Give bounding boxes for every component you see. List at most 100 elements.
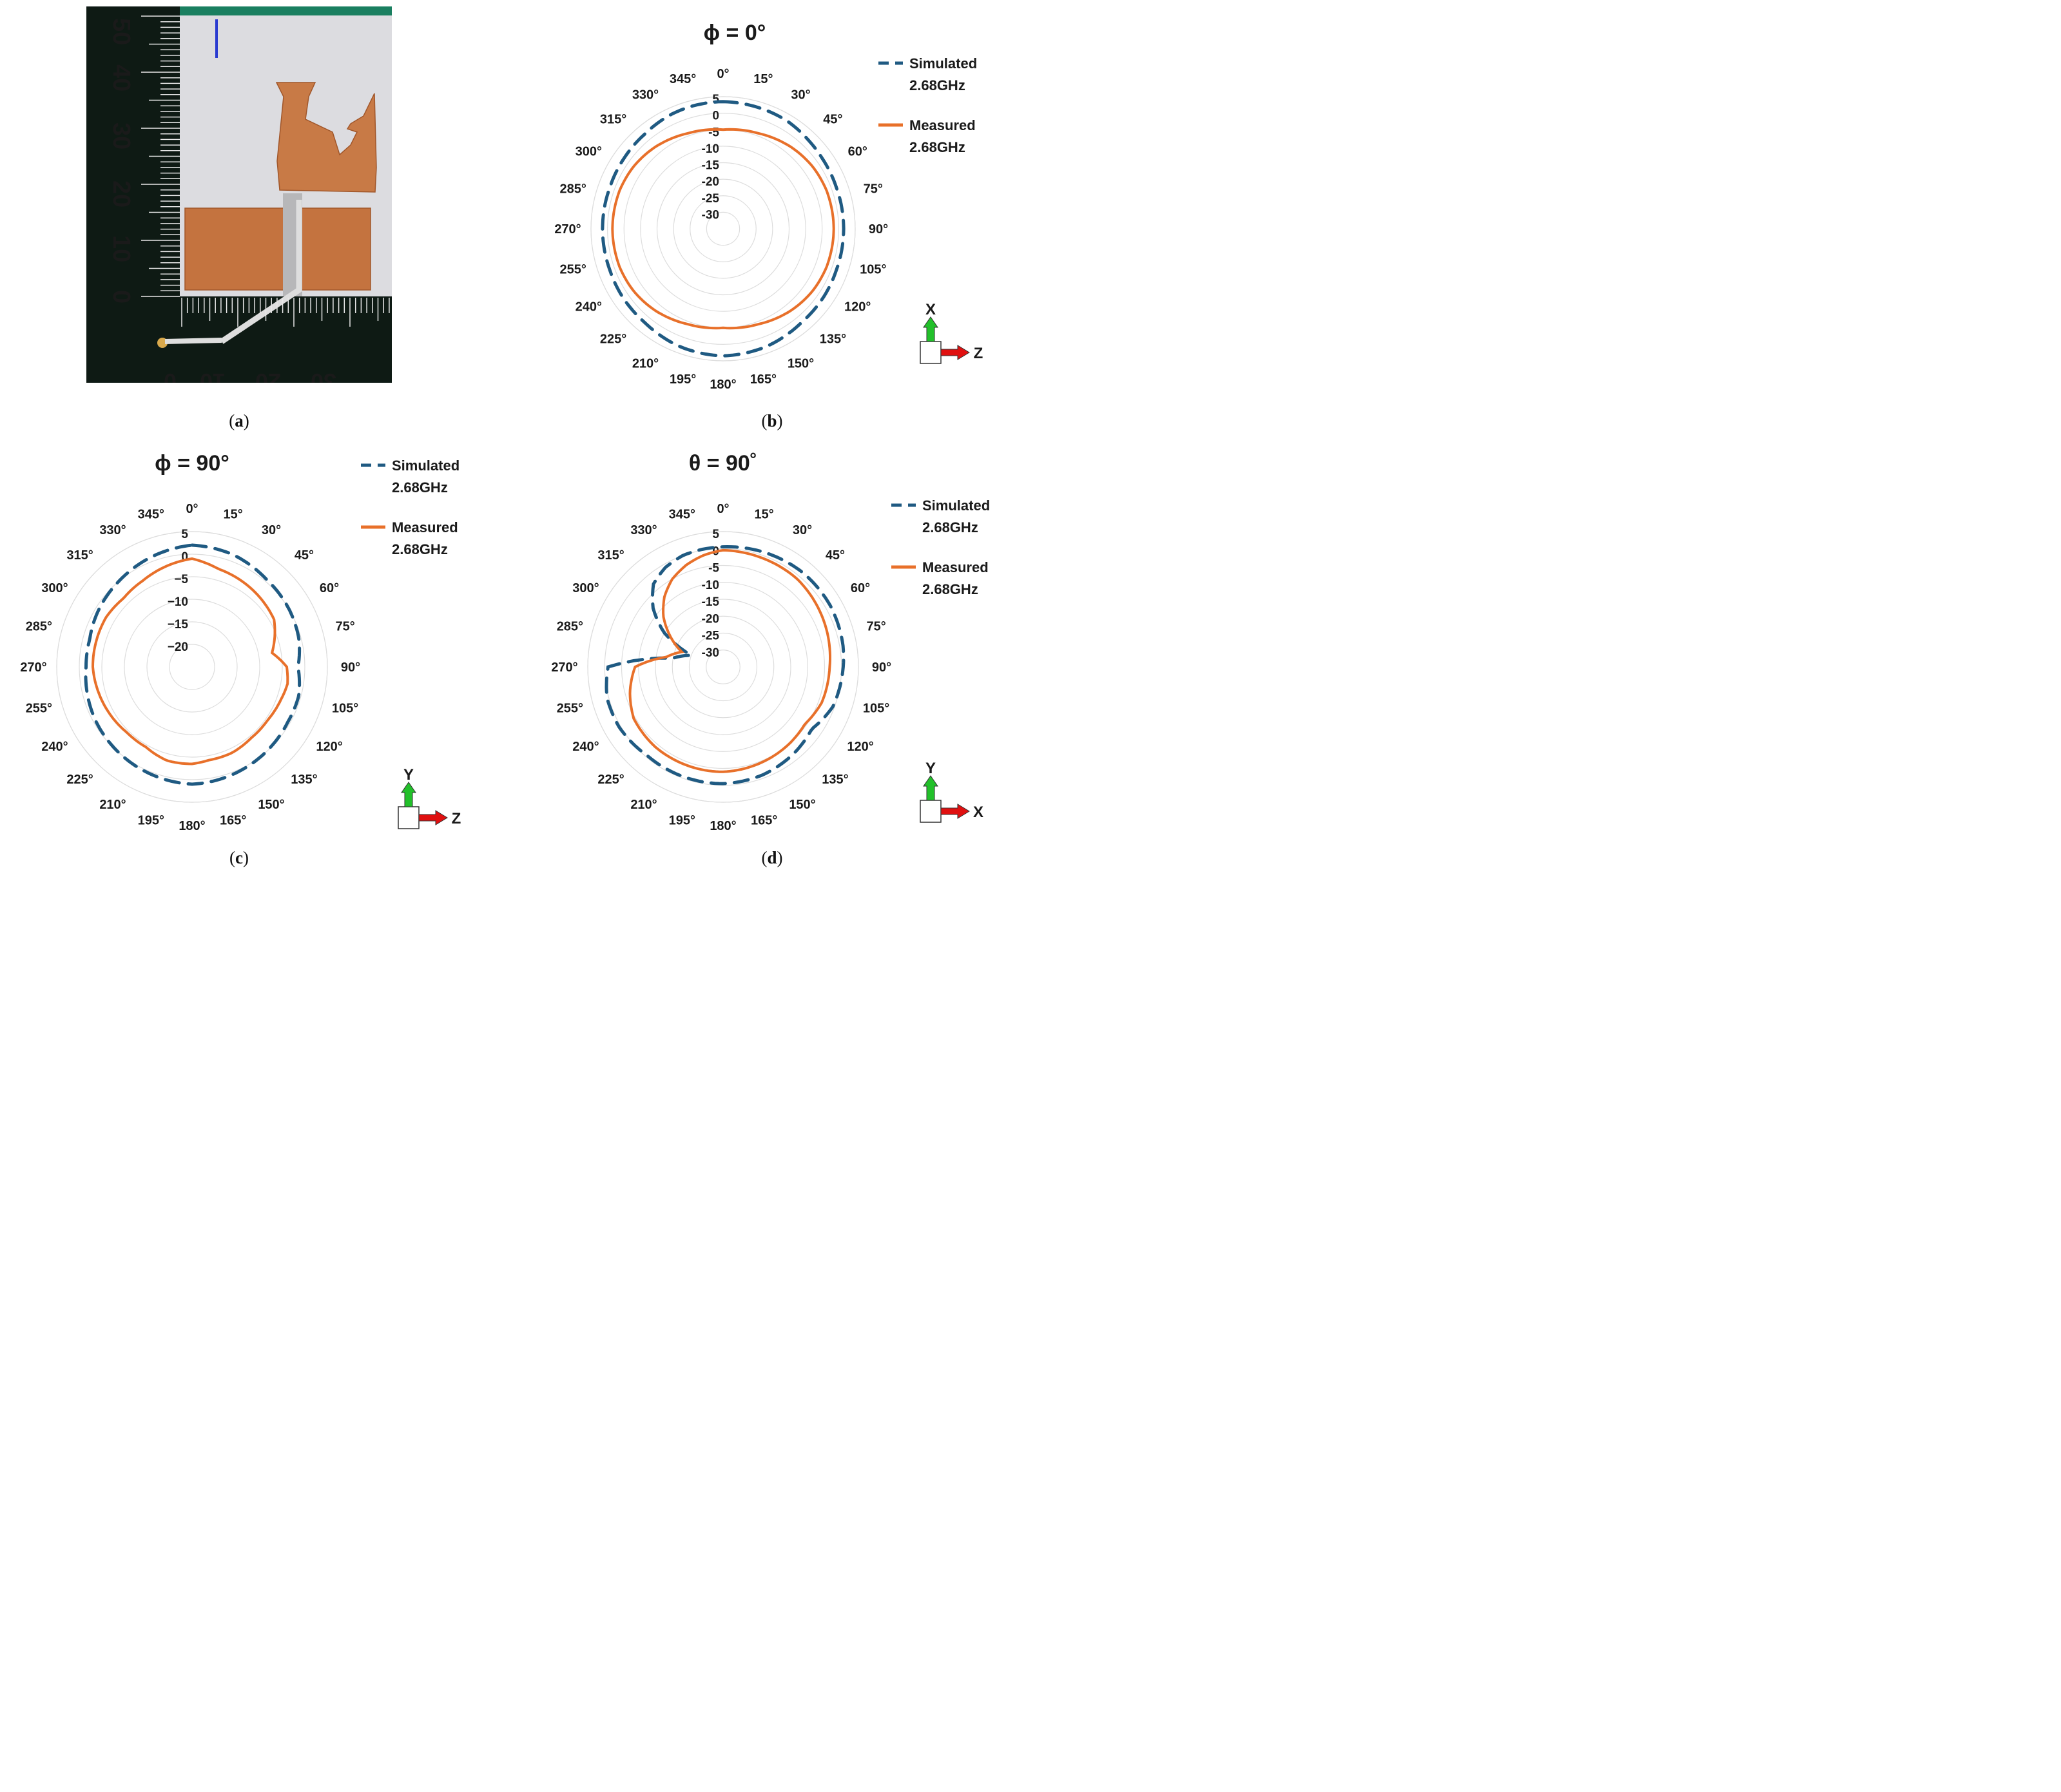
grid-circle (638, 582, 808, 752)
radial-tick-label: −10 (168, 595, 188, 609)
angle-label: 165° (751, 814, 777, 828)
angle-label: 315° (597, 548, 624, 563)
angle-label: 180° (179, 819, 205, 833)
radial-tick-label: 5 (712, 93, 719, 106)
ruler-left-label: 0 (108, 290, 135, 303)
grid-circle (56, 531, 328, 803)
axis-right-label: Z (974, 345, 983, 362)
angle-label: 195° (138, 814, 164, 828)
angle-label: 270° (551, 660, 577, 675)
radial-tick-label: -20 (702, 175, 719, 189)
ruler-left-label: 40 (108, 64, 135, 92)
radial-tick-label: −5 (174, 573, 188, 586)
antenna-photo: 50 40 30 20 10 0 0 10 20 30 (86, 6, 392, 383)
angle-label: 180° (710, 378, 736, 392)
radial-tick-label: -20 (702, 612, 719, 626)
polar-chart-phi0: ϕ = 0° 5 0 -5 -10 -15 -20 -25 -30 0° 15° 30° 45° 60° 7… (554, 21, 983, 392)
radial-tick-label: -25 (702, 630, 720, 643)
axis-right-label: X (973, 804, 983, 821)
caption-b: (b) (761, 411, 783, 430)
radial-tick-label: 5 (712, 528, 719, 541)
angle-label: 15° (753, 72, 773, 86)
legend-label: Measured (922, 559, 989, 575)
angle-label: 105° (332, 702, 358, 716)
angle-label: 195° (670, 372, 696, 387)
angle-label: 165° (750, 372, 777, 387)
chart-title: ϕ = 90° (155, 451, 229, 476)
angle-label: 315° (66, 548, 93, 563)
caption-c: (c) (229, 848, 249, 867)
angle-label: 285° (26, 619, 52, 633)
ruler-left-labels: 50 40 30 20 10 0 (108, 18, 135, 303)
grid-circle (587, 531, 859, 803)
grid-circle (124, 599, 260, 735)
angle-label: 300° (41, 581, 68, 595)
grid-outer-circle (587, 531, 859, 803)
angle-label: 195° (669, 814, 695, 828)
axes-cube-icon (920, 800, 942, 823)
axes-cube-icon (398, 806, 420, 829)
legend-label: 2.68GHz (909, 139, 965, 155)
angle-label: 60° (848, 145, 867, 159)
angle-label: 240° (572, 740, 599, 754)
angle-label: 90° (869, 222, 888, 236)
legend-label: 2.68GHz (909, 77, 965, 93)
angle-label: 210° (632, 357, 659, 371)
grid-circle (590, 96, 856, 361)
angle-label: 150° (788, 357, 814, 371)
radial-tick-label: -10 (702, 142, 719, 156)
angle-label: 225° (66, 773, 93, 787)
angle-label: 90° (341, 660, 360, 675)
ruler-left-label: 10 (108, 235, 135, 262)
angle-label: 60° (320, 581, 339, 595)
angle-label: 120° (844, 300, 871, 314)
angle-label: 330° (99, 523, 126, 537)
angle-label: 240° (576, 300, 602, 314)
legend-label: 2.68GHz (922, 581, 978, 597)
angle-label: 285° (557, 619, 583, 633)
polar-chart-theta90: θ = 90˚50-5-10-15-20-25-300° 15°30°45°60°… (551, 451, 990, 833)
simulated-series-line (605, 544, 846, 785)
angle-label: 345° (138, 507, 164, 521)
ruler-bottom-labels: 0 10 20 30 (164, 369, 336, 383)
grid-circle (672, 615, 775, 718)
caption-a: (a) (229, 411, 249, 430)
angle-label: 75° (866, 619, 885, 633)
grid-circle (706, 650, 740, 684)
grid-circle (655, 599, 791, 735)
radial-tick-label: -25 (702, 192, 720, 206)
angle-label: 240° (41, 740, 68, 754)
angle-label: 0° (717, 502, 729, 516)
angle-label: 0° (717, 67, 729, 81)
grid-circle (101, 576, 283, 758)
angle-label: 150° (258, 798, 284, 812)
grid-circle (623, 129, 823, 329)
axis-up-label: Y (925, 760, 936, 777)
grid-circle (146, 621, 238, 713)
angle-label: 30° (262, 523, 281, 537)
chart-title: θ = 90˚ (689, 451, 757, 476)
radial-tick-label: -15 (702, 159, 720, 173)
angle-label: 0° (186, 502, 198, 516)
grid-circle (621, 564, 826, 769)
legend-label: 2.68GHz (392, 479, 448, 496)
angle-label: 45° (826, 548, 845, 563)
radial-tick-label: -15 (702, 595, 720, 609)
legend-label: Simulated (922, 497, 990, 514)
angle-label: 165° (220, 814, 246, 828)
radial-tick-label: -30 (702, 208, 719, 222)
axis-right-label: Z (452, 810, 461, 827)
grid-circle (690, 195, 757, 262)
ruler-bottom-label: 0 (164, 369, 177, 383)
grid-circle (688, 632, 758, 702)
angle-label: 75° (864, 182, 883, 197)
ruler-bottom-label: 10 (200, 369, 226, 383)
simulated-series-line (84, 543, 302, 786)
angle-label: 255° (557, 702, 583, 716)
grid-outer-circle (590, 96, 856, 361)
legend-label: Simulated (909, 55, 977, 72)
angle-label: 300° (572, 581, 599, 595)
up-arrow-icon (923, 775, 938, 801)
legend-label: Measured (909, 117, 976, 133)
grid-circle (640, 146, 806, 312)
